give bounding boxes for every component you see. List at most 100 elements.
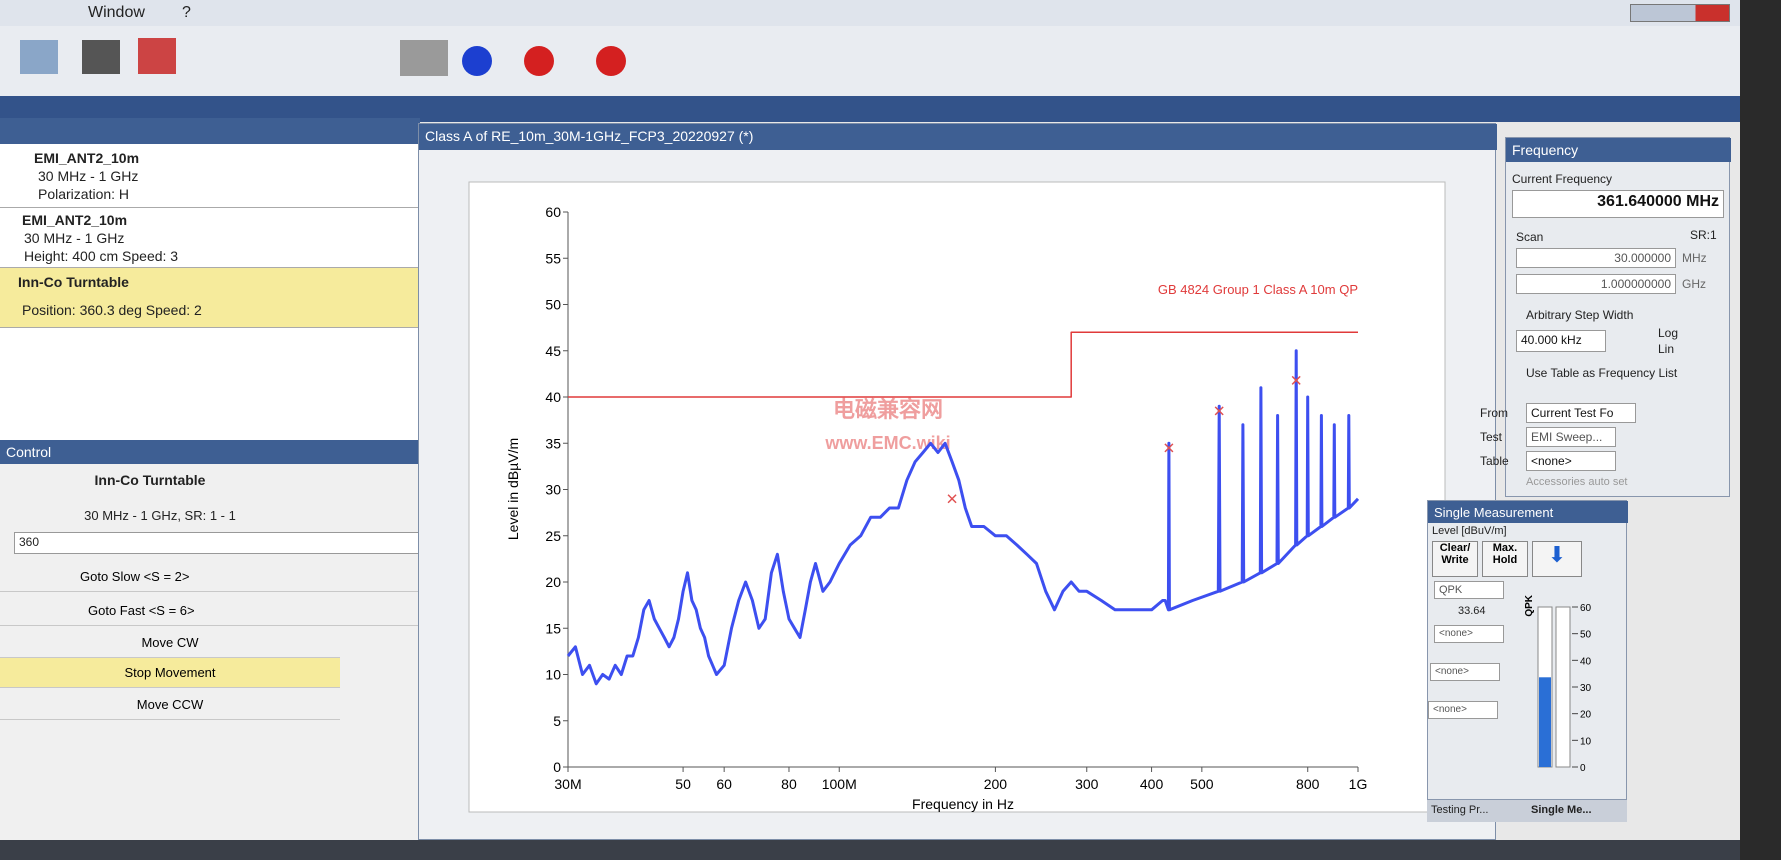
control-button[interactable]: Move CW — [0, 628, 340, 658]
peak-marker — [1214, 406, 1224, 416]
x-tick-label: 80 — [781, 776, 797, 792]
select[interactable]: <none> — [1428, 701, 1498, 719]
peak-marker — [947, 494, 957, 504]
control-device: Inn-Co Turntable — [94, 472, 206, 488]
label: Table — [1480, 454, 1509, 468]
select[interactable]: <none> — [1430, 663, 1500, 681]
test-select[interactable]: EMI Sweep... — [1526, 427, 1616, 447]
label: From — [1480, 406, 1508, 420]
tool-icon[interactable] — [20, 40, 58, 74]
control-button[interactable]: Goto Fast <S = 6> — [0, 596, 435, 626]
tab[interactable]: Testing Pr... — [1431, 804, 1489, 816]
y-tick-label: 35 — [545, 435, 561, 451]
limit-annotation: GB 4824 Group 1 Class A 10m QP — [1158, 282, 1358, 297]
window-buttons[interactable] — [1630, 4, 1730, 22]
checkbox-label[interactable]: Arbitrary Step Width — [1526, 308, 1634, 322]
meter-tick-label: 40 — [1580, 656, 1592, 667]
x-axis-label: Frequency in Hz — [912, 796, 1014, 812]
meter-label: QPK — [1524, 594, 1535, 616]
frequency-panel: Frequency Current Frequency 361.640000 M… — [1480, 137, 1731, 497]
tab-bar: Testing Pr... Single Me... — [1427, 800, 1627, 822]
level-meter: QPK 0 10 20 30 40 50 60 — [1524, 594, 1592, 774]
meter-tick-label: 30 — [1580, 683, 1592, 694]
select[interactable]: <none> — [1434, 625, 1504, 643]
position-input[interactable]: 360 — [14, 532, 422, 554]
window-title: Class A of RE_10m_30M-1GHz_FCP3_20220927… — [419, 124, 1497, 150]
tool-icon[interactable] — [138, 38, 176, 74]
label: Test — [1480, 430, 1503, 444]
single-panel: Single Measurement Level [dBuV/m] Clear/… — [1427, 500, 1628, 800]
peak-marker — [1164, 443, 1174, 453]
checkbox-label[interactable]: Accessories auto set — [1526, 476, 1628, 488]
device-item[interactable]: EMI_ANT2_10m 30 MHz - 1 GHz Polarization… — [0, 146, 420, 208]
meter-tick-label: 20 — [1580, 710, 1592, 721]
max-button[interactable]: Max. Hold — [1482, 541, 1528, 577]
y-tick-label: 60 — [545, 204, 561, 220]
start-frequency[interactable]: 30.000000 — [1516, 248, 1676, 268]
current-frequency: 361.640000 MHz — [1512, 190, 1724, 218]
stop-frequency[interactable]: 1.000000000 — [1516, 274, 1676, 294]
device-item[interactable]: EMI_ANT2_10m 30 MHz - 1 GHz Height: 400 … — [0, 208, 420, 268]
tool-icon[interactable] — [524, 46, 554, 76]
label: SR:1 — [1690, 228, 1717, 242]
y-tick-label: 50 — [545, 297, 561, 313]
y-tick-label: 45 — [545, 343, 561, 359]
step-width[interactable]: 40.000 kHz — [1516, 330, 1606, 352]
download-button[interactable]: ⬇ — [1532, 541, 1582, 577]
tool-icon[interactable] — [462, 46, 492, 76]
y-tick-label: 30 — [545, 482, 561, 498]
device-name: EMI_ANT2_10m — [22, 212, 128, 228]
panel-header: Frequency — [1506, 138, 1731, 162]
control-button[interactable]: Move CCW — [0, 690, 340, 720]
panel-header: Single Measurement — [1428, 501, 1628, 523]
device-line: 30 MHz - 1 GHz — [38, 168, 139, 184]
radio-label[interactable]: Lin — [1658, 342, 1675, 356]
x-tick-label: 200 — [984, 776, 1008, 792]
detector-select[interactable]: QPK — [1434, 581, 1504, 599]
checkbox-label[interactable]: Use Table as Frequency List — [1526, 366, 1678, 380]
unit: MHz — [1682, 251, 1707, 265]
device-line: Polarization: H — [38, 186, 130, 202]
meter-tick-label: 10 — [1580, 736, 1592, 747]
tool-icon[interactable] — [82, 40, 120, 74]
meter-tick-label: 60 — [1580, 603, 1592, 614]
device-line: Height: 400 cm Speed: 3 — [24, 248, 179, 264]
control-button[interactable]: Goto Slow <S = 2> — [0, 562, 435, 592]
devices-panel: EMI_ANT2_10m 30 MHz - 1 GHz Polarization… — [0, 118, 420, 440]
device-item[interactable]: Inn-Co Turntable Position: 360.3 deg Spe… — [0, 268, 420, 328]
dock-band — [0, 96, 1740, 122]
taskbar — [0, 840, 1740, 860]
y-tick-label: 10 — [545, 667, 561, 683]
menu-bar: Window ? — [0, 0, 1740, 26]
x-tick-label: 500 — [1190, 776, 1214, 792]
x-tick-label: 300 — [1075, 776, 1099, 792]
clear-button[interactable]: Clear/ Write — [1432, 541, 1478, 577]
label: Scan — [1516, 230, 1544, 244]
panel-header — [0, 118, 420, 144]
radio-label[interactable]: Log — [1658, 326, 1679, 340]
x-tick-label: 50 — [675, 776, 691, 792]
y-tick-label: 5 — [553, 713, 561, 729]
tool-icon[interactable] — [400, 40, 448, 76]
tab[interactable]: Single Me... — [1531, 804, 1592, 816]
menu-item[interactable]: Window — [88, 4, 145, 21]
tool-icon[interactable] — [596, 46, 626, 76]
x-tick-label: 400 — [1140, 776, 1164, 792]
series-line — [568, 331, 1358, 398]
x-tick-label: 100M — [822, 776, 857, 792]
device-name: EMI_ANT2_10m — [34, 150, 140, 166]
y-tick-label: 40 — [545, 389, 561, 405]
label: Current Frequency — [1512, 172, 1613, 186]
menu-item[interactable]: ? — [182, 4, 191, 21]
meter-bar — [1539, 677, 1551, 767]
control-button[interactable]: Stop Movement — [0, 658, 340, 688]
watermark: 电磁兼容网 — [833, 397, 943, 422]
label: Level [dBuV/m] — [1432, 525, 1507, 537]
device-name: Inn-Co Turntable — [18, 274, 129, 290]
reading: 33.64 — [1458, 605, 1486, 617]
table-select[interactable]: <none> — [1526, 451, 1616, 471]
from-select[interactable]: Current Test Fo — [1526, 403, 1636, 423]
panel-header: Control — [0, 440, 436, 464]
toolbar — [0, 26, 1740, 96]
